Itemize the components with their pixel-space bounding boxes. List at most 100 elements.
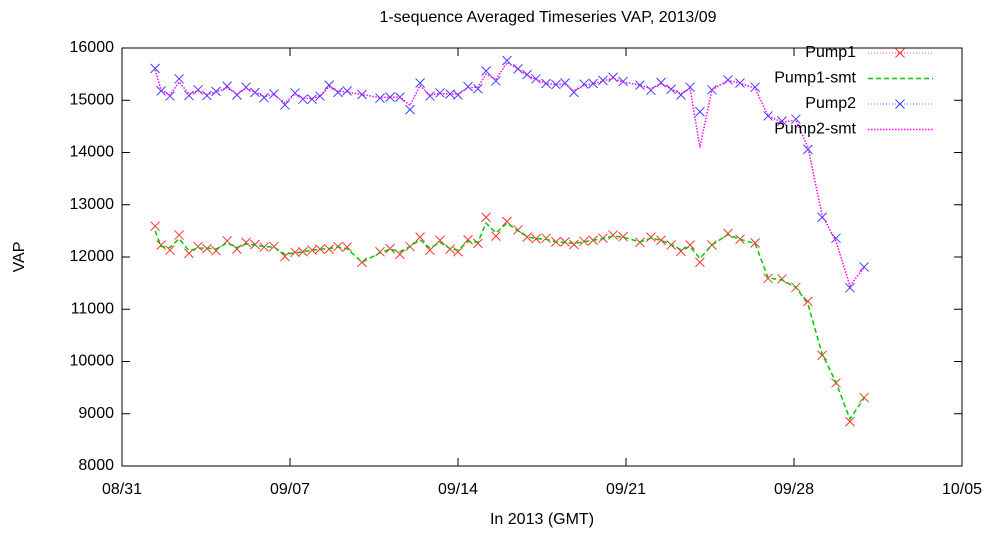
x-tick-label: 09/28 [774,481,814,498]
x-tick-label: 09/07 [270,481,310,498]
data-point [375,93,385,104]
series-line [154,221,865,421]
data-point [481,66,491,76]
data-point [385,92,395,102]
data-point [569,239,579,250]
data-point [174,73,184,84]
data-point [859,262,869,272]
data-point [375,246,385,257]
data-point [395,249,405,260]
y-tick-label: 12000 [70,248,115,265]
data-point [463,81,473,92]
data-point [588,78,598,89]
data-point [569,87,579,98]
data-point [298,94,308,105]
y-tick-label: 9000 [78,405,114,422]
data-point [156,85,166,96]
data-point [481,212,491,223]
data-point [342,85,352,96]
data-point [473,238,483,249]
legend-label: Pump1-smt [774,70,856,87]
data-point [491,231,501,241]
data-point [646,85,656,96]
legend-label: Pump2-smt [774,121,856,138]
data-point [635,80,645,90]
data-point [435,235,445,246]
data-point [150,63,160,74]
data-point [425,245,435,256]
data-point [656,235,666,246]
data-point [608,230,618,240]
data-point [342,242,352,252]
data-point [695,257,705,268]
y-tick-label: 13000 [70,196,115,213]
data-point [541,78,551,89]
data-point [463,234,473,245]
data-point [241,237,251,248]
data-point [791,114,801,124]
data-point [315,244,325,255]
data-point [723,228,733,239]
data-point [415,78,425,88]
data-point [307,94,317,105]
y-tick-label: 16000 [70,39,115,56]
data-point [307,245,317,256]
data-point [491,76,501,86]
data-point [385,243,395,254]
x-tick-label: 09/21 [606,481,646,498]
data-point [551,79,561,90]
data-point [817,212,827,223]
data-point [531,73,541,84]
legend-label: Pump2 [805,95,856,112]
data-point [777,274,787,284]
data-point [165,245,175,256]
data-point [859,392,869,403]
data-point [618,231,628,242]
data-point [845,282,855,293]
data-point [845,416,855,427]
data-point [646,232,656,242]
data-point [608,72,618,83]
data-point [184,90,194,101]
data-point [531,233,541,244]
chart-title: 1-sequence Averaged Timeseries VAP, 2013… [379,9,716,26]
data-point [150,221,160,232]
y-tick-label: 8000 [78,457,114,474]
data-point [541,233,551,244]
data-point [453,246,463,257]
data-point [695,106,705,117]
data-point [435,88,445,98]
data-point [750,82,760,93]
data-point [405,104,415,115]
x-tick-label: 10/05 [942,481,982,498]
data-point [290,247,300,258]
data-point [357,89,367,100]
data-point [803,296,813,307]
data-point [777,116,787,127]
y-tick-label: 11000 [71,300,114,317]
data-point [415,232,425,242]
data-point [513,224,523,235]
data-point [522,69,532,80]
y-tick-label: 10000 [70,353,115,370]
x-axis-label: In 2013 (GMT) [490,511,594,528]
data-point [259,242,269,252]
data-point [211,245,221,256]
data-point [232,90,242,100]
data-point [763,111,773,121]
data-point [156,240,166,250]
data-point [750,238,760,248]
data-point [298,246,308,257]
data-point [618,76,628,87]
data-point [473,83,483,94]
data-point [280,251,290,262]
x-tick-label: 08/31 [102,481,142,498]
data-point [502,55,512,66]
y-axis-label: VAP [11,242,28,273]
x-tick-label: 09/14 [438,481,478,498]
legend-marker [895,99,905,109]
data-point [513,64,523,74]
y-tick-label: 15000 [70,91,115,108]
data-point [280,100,290,110]
